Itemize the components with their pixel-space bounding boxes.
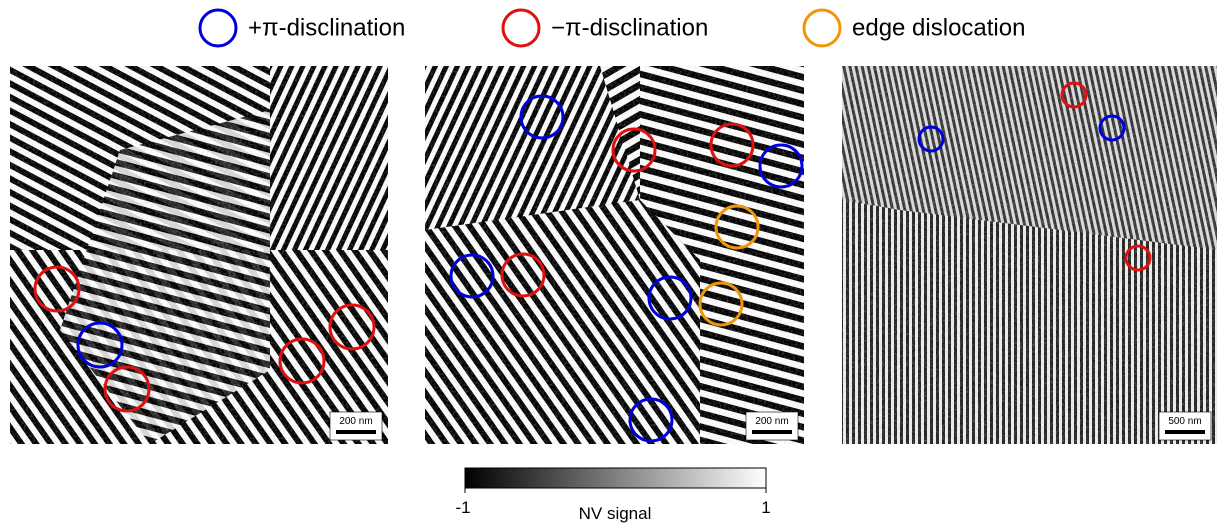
scale-bar-label: 200 nm: [755, 416, 788, 427]
legend-marker: [802, 8, 842, 48]
panel-image: [842, 66, 1217, 444]
annotations: [449, 94, 804, 443]
legend-label: +π-disclination: [248, 14, 405, 41]
panel-image: [10, 66, 388, 444]
scale-bar: [752, 430, 792, 434]
colorbar: [464, 467, 767, 489]
scale-bar-label: 200 nm: [339, 416, 372, 427]
scale-bar-box: [1158, 411, 1212, 441]
scale-bar-label: 500 nm: [1168, 416, 1201, 427]
legend-marker: [501, 8, 541, 48]
scale-bar-box: [329, 411, 383, 441]
panel-image: [425, 66, 804, 444]
scale-bar-box: [745, 411, 799, 441]
annotations: [917, 81, 1152, 272]
colorbar-min: -1: [455, 498, 470, 517]
colorbar-label: NV signal: [579, 504, 652, 523]
legend-label: −π-disclination: [551, 14, 708, 41]
annotations: [33, 265, 376, 413]
legend-label: edge dislocation: [852, 14, 1025, 41]
legend-marker: [198, 8, 238, 48]
scale-bar: [336, 430, 376, 434]
colorbar-max: 1: [761, 498, 770, 517]
scale-bar: [1165, 430, 1205, 434]
legend: +π-disclination −π-disclination edge dis…: [198, 8, 1025, 48]
